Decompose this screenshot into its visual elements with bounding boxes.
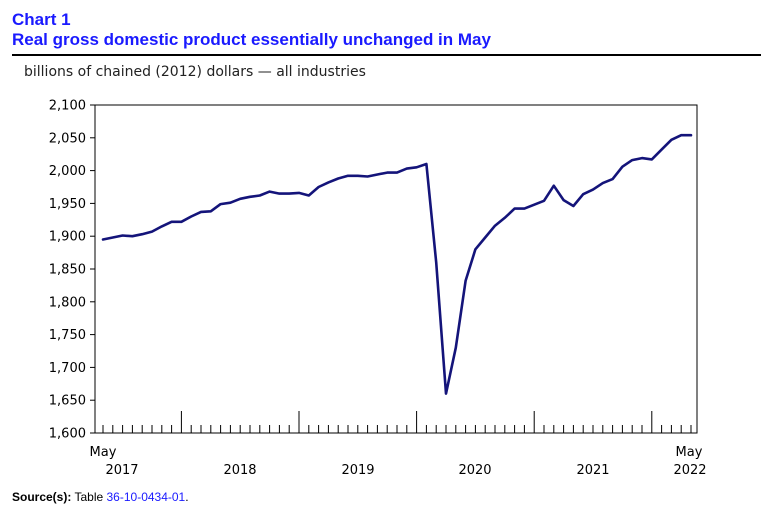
source-note: Source(s): Table 36-10-0434-01. xyxy=(12,490,189,504)
y-tick-label: 1,950 xyxy=(49,197,86,212)
year-label-2021: 2021 xyxy=(576,463,609,478)
source-label: Source(s): xyxy=(12,490,72,504)
y-tick-label: 1,900 xyxy=(49,230,86,245)
source-end: . xyxy=(185,490,189,504)
year-label-2019: 2019 xyxy=(341,463,374,478)
source-text: Table xyxy=(74,490,104,504)
x-axis-labels: May May 2017 2018 2019 2020 2021 2022 xyxy=(90,445,707,478)
y-tick-label: 1,700 xyxy=(49,361,86,376)
y-axis-unit-label: billions of chained (2012) dollars — all… xyxy=(24,64,366,80)
y-tick-label: 2,000 xyxy=(49,164,86,179)
source-table-link[interactable]: 36-10-0434-01 xyxy=(106,490,186,504)
plot-frame xyxy=(94,104,698,434)
y-tick-label: 1,650 xyxy=(49,394,86,409)
y-tick-label: 2,050 xyxy=(49,131,86,146)
y-tick-label: 1,850 xyxy=(49,263,86,278)
x-end-month-label: May xyxy=(676,445,703,460)
year-label-2020: 2020 xyxy=(458,463,491,478)
y-tick-label: 1,600 xyxy=(49,427,86,442)
chart-number: Chart 1 xyxy=(12,10,71,29)
year-label-2017: 2017 xyxy=(105,463,138,478)
title-divider xyxy=(12,54,761,56)
gdp-series-line xyxy=(101,133,693,395)
chart-header: Chart 1 Real gross domestic product esse… xyxy=(12,10,761,50)
year-label-2018: 2018 xyxy=(223,463,256,478)
y-tick-label: 1,800 xyxy=(49,295,86,310)
y-tick-label: 2,100 xyxy=(49,99,86,114)
chart-title: Real gross domestic product essentially … xyxy=(12,30,491,49)
y-axis-ticks: 1,600 1,650 1,700 1,750 1,800 1,850 1,900 1,950… xyxy=(49,99,95,442)
y-tick-label: 1,750 xyxy=(49,328,86,343)
x-axis-ticks xyxy=(102,411,692,433)
year-label-2022: 2022 xyxy=(673,463,706,478)
x-start-month-label: May xyxy=(90,445,117,460)
